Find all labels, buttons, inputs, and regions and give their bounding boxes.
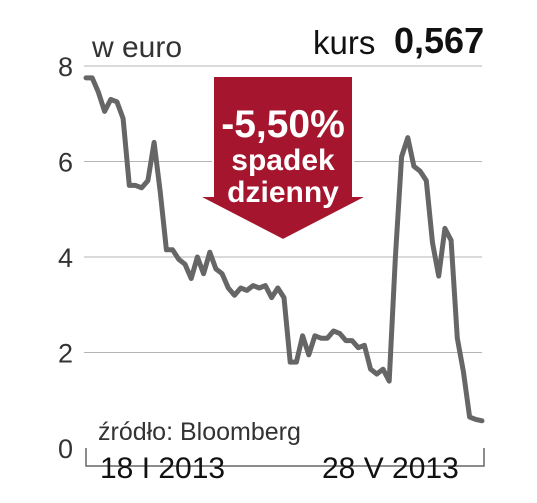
unit-label: w euro <box>92 31 183 64</box>
y-axis-ticks: 0 2 4 6 8 <box>58 52 73 464</box>
x-axis-line <box>85 448 485 467</box>
callout-arrow-shape <box>197 75 369 242</box>
x-tick-label-end: 28 V 2013 <box>322 452 459 485</box>
y-tick-label: 2 <box>58 339 73 369</box>
y-tick-label: 4 <box>58 243 73 273</box>
y-tick-label: 8 <box>58 52 73 82</box>
price-value: 0,567 <box>394 20 485 61</box>
y-tick-label: 6 <box>58 148 73 178</box>
y-tick-label: 0 <box>58 434 73 464</box>
callout-change: -5,50% <box>221 103 345 146</box>
callout-line2: dzienny <box>227 176 339 209</box>
source-note: źródło: Bloomberg <box>98 418 301 446</box>
x-tick-label-start: 18 I 2013 <box>100 452 226 485</box>
x-axis <box>85 448 485 467</box>
down-arrow-icon <box>197 75 369 242</box>
price-label: kurs <box>313 24 376 61</box>
callout-line1: spadek <box>231 144 335 177</box>
price-line <box>83 75 485 424</box>
